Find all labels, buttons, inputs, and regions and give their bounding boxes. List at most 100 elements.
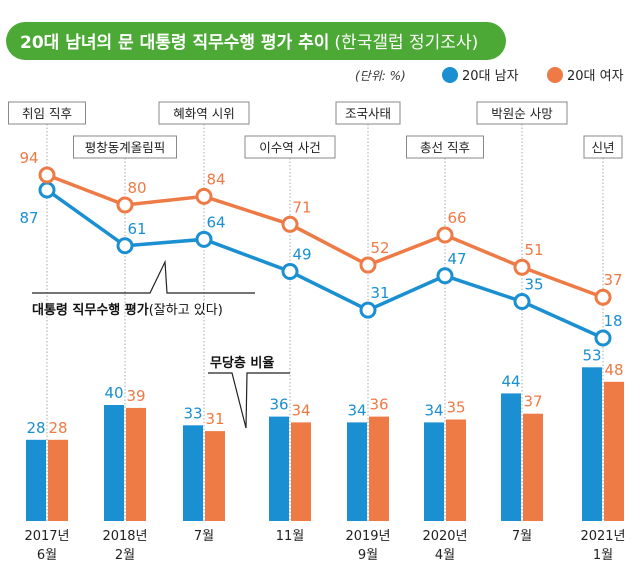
bar-value-label: 33 [183,404,202,422]
legend-swatch [547,67,563,83]
line-value-label: 35 [524,276,543,294]
line-annotation: 대통령 직무수행 평가(잘하고 있다) [32,259,255,318]
line-point [38,166,56,184]
bar [291,422,311,521]
event-box [158,101,250,125]
x-tick-label: 2020년 [422,529,467,544]
bar-value-label: 34 [291,401,310,419]
line-point [195,187,213,205]
event-label: 평창동계올림픽 [85,140,166,155]
x-tick-label: 2018년 [102,529,147,544]
line-value-label: 80 [127,179,146,197]
bar-value-label: 36 [269,396,288,414]
bar-value-label: 34 [347,401,366,419]
legend-label: 20대 여자 [567,69,624,84]
x-tick-label: 6월 [37,548,57,563]
line-point [359,256,377,274]
x-tick-label: 4월 [435,548,455,563]
x-axis-labels: 2017년 6월 2018년 2월 7월 11월 2019년 9월 2020년 4월 7월 2021년… [24,529,625,563]
line-value-label: 87 [19,209,38,227]
chart-title: 20대 남녀의 문 대통령 직무수행 평가 추이 (한국갤럽 정기조사) [20,32,478,53]
bar [269,416,289,521]
event-label: 조국사태 [345,106,391,121]
bar [104,405,124,521]
line-value-label: 66 [447,209,466,227]
x-tick-label: 7월 [512,529,532,544]
event-box [244,135,336,159]
x-tick-label: 1월 [593,548,613,563]
bar-value-label: 48 [604,361,623,379]
bar [501,393,521,521]
line-value-label: 94 [19,149,38,167]
x-tick-label: 2021년 [580,529,625,544]
line-point [281,215,299,233]
line-point [436,267,454,285]
bar-annotation-pointer [208,372,290,429]
line-point [594,288,612,306]
bar-value-label: 28 [26,419,45,437]
line-value-label: 47 [447,250,466,268]
legend-label: 20대 남자 [462,69,519,84]
event-box [476,101,568,125]
line-point [359,301,377,319]
bar-value-label: 37 [523,393,542,411]
bar [48,439,68,521]
line-value-label: 18 [603,312,622,330]
bar [604,381,624,521]
title-background [6,22,506,60]
line-point [116,237,134,255]
bar-value-label: 35 [446,399,465,417]
event-label: 총선 직후 [420,140,470,155]
bar-value-label: 28 [48,419,67,437]
x-tick-label: 2019년 [345,529,390,544]
event-label: 혜화역 시위 [173,106,234,121]
unit-label: (단위: %) [355,69,406,83]
bar-annotation-text: 무당층 비율 [210,355,274,371]
series-line [45,188,604,340]
bar-value-label: 39 [126,387,145,405]
line-point [513,258,531,276]
bar [205,431,225,521]
event-label: 박원순 사망 [491,106,553,121]
bar [26,439,46,521]
x-tick-label: 2017년 [24,529,69,544]
line-value-label: 84 [206,170,225,188]
line-annotation-pointer [32,259,255,294]
bar [347,422,367,521]
line-value-label: 51 [524,241,543,259]
line-value-label: 61 [127,220,146,238]
line-value-label: 49 [292,245,311,263]
line-value-label: 37 [603,271,622,289]
bar [446,419,466,521]
x-tick-label: 7월 [194,529,214,544]
line-point [594,329,612,347]
event-box [406,135,484,159]
event-box [8,101,86,125]
event-box [583,135,623,159]
bar-value-label: 36 [369,396,388,414]
x-tick-label: 11월 [276,529,305,544]
bar [369,416,389,521]
line-value-label: 31 [370,284,389,302]
event-label: 이수역 사건 [259,140,320,155]
line-annotation-text: 대통령 직무수행 평가(잘하고 있다) [32,302,223,318]
line-value-label: 64 [206,213,225,231]
legend: 20대 남자 20대 여자 [442,67,624,84]
event-box [335,101,401,125]
bar [183,425,203,521]
legend-swatch [442,67,458,83]
line-point [436,226,454,244]
bar [126,407,146,521]
event-box [73,135,177,159]
event-label: 취임 직후 [22,106,72,121]
line-point [116,196,134,214]
x-tick-label: 2월 [115,548,135,563]
line-point [513,293,531,311]
x-tick-label: 9월 [358,548,378,563]
bar-value-label: 53 [582,346,601,364]
line-point [195,230,213,248]
